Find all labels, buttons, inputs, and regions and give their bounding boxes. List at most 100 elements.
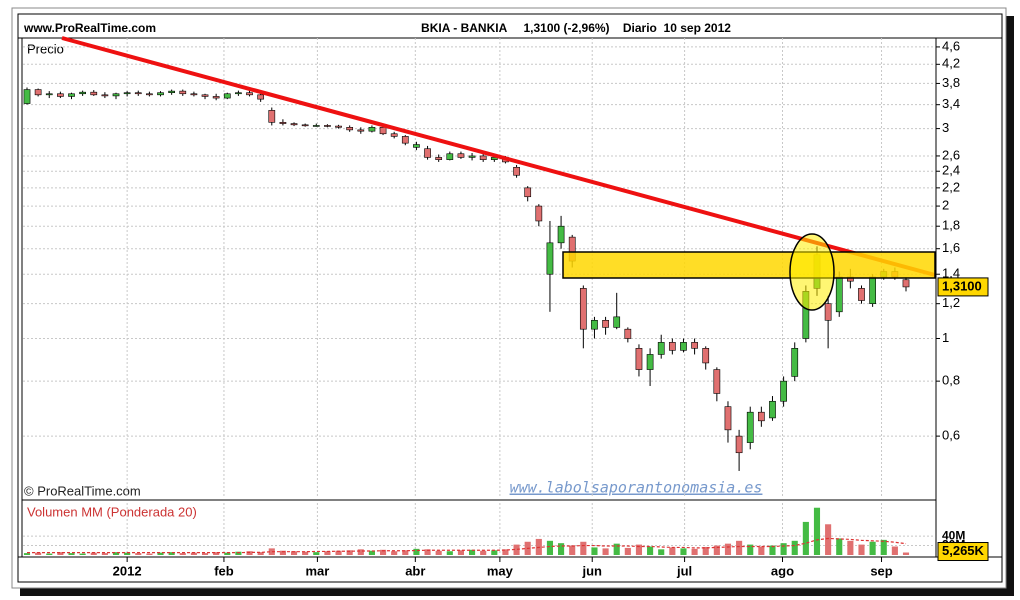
volume-bar	[257, 552, 264, 555]
candle-body	[357, 129, 365, 132]
volume-bar	[880, 539, 887, 555]
volume-bar	[235, 551, 242, 555]
candle-body	[769, 400, 776, 419]
volume-bar	[780, 543, 787, 555]
candle-body	[724, 406, 732, 431]
candle-body	[613, 316, 621, 328]
candle-body	[235, 92, 242, 95]
candle-body	[301, 124, 309, 127]
y-tick-label: 1,4	[942, 266, 960, 281]
volume-bar	[569, 545, 576, 555]
volume-bar	[146, 553, 153, 555]
highlight-ellipse	[789, 233, 835, 311]
volume-bar	[23, 553, 31, 555]
copyright: © ProRealTime.com	[24, 483, 141, 498]
candle-body	[646, 354, 654, 370]
candle-body	[101, 94, 109, 97]
candle-body	[112, 93, 120, 97]
candle-body	[279, 122, 287, 124]
candle-body	[579, 288, 587, 330]
y-tick-label: 2,6	[942, 147, 960, 162]
volume-bar	[446, 551, 453, 555]
y-tick-label: 2,4	[942, 163, 960, 178]
volume-bar	[635, 544, 643, 555]
candle-body	[68, 93, 75, 97]
candle-body	[835, 276, 843, 313]
candle-body	[179, 90, 187, 95]
volume-bar	[112, 552, 120, 555]
volume-bar	[190, 552, 197, 555]
x-tick-label: mar	[305, 563, 329, 578]
candle-body	[702, 348, 710, 364]
candle-body	[268, 110, 276, 123]
x-tick-label: abr	[405, 563, 425, 578]
volume-bar	[680, 548, 687, 555]
y-tick-label: 1,8	[942, 218, 960, 233]
x-tick-label: 2012	[113, 563, 142, 578]
volume-bar	[758, 546, 765, 555]
volume-bar	[902, 552, 910, 555]
volume-bar	[791, 540, 798, 555]
volume-bar	[246, 551, 253, 555]
candle-body	[23, 89, 31, 104]
volume-bar	[624, 547, 631, 555]
candle-body	[735, 435, 743, 454]
volume-bar	[79, 553, 86, 555]
y-tick-label: 4,2	[942, 56, 960, 71]
candle-body	[346, 127, 354, 131]
watermark: www.labolsaporantonomasia.es	[510, 479, 763, 497]
y-tick-label: 2,2	[942, 179, 960, 194]
candle-body	[435, 157, 443, 160]
trend-line	[61, 36, 936, 277]
volume-bar	[302, 551, 309, 555]
candle-body	[424, 148, 431, 158]
volume-bar	[602, 548, 609, 555]
candle-body	[657, 342, 665, 355]
x-tick-label: ago	[771, 563, 794, 578]
candle-body	[691, 342, 698, 349]
candle-body	[858, 288, 865, 301]
candle-body	[757, 411, 765, 422]
volume-bar	[891, 546, 898, 555]
x-tick-label: feb	[214, 563, 234, 578]
volume-bar	[591, 547, 598, 555]
volume-bar	[613, 543, 620, 555]
volume-bar	[124, 552, 131, 555]
volume-tick-label: 40M	[942, 528, 965, 542]
candle-body	[680, 342, 687, 351]
last-volume-label: 5,265K	[942, 543, 985, 558]
candle-body	[312, 125, 320, 127]
candle-body	[201, 94, 209, 97]
x-tick-label: jul	[676, 563, 692, 578]
candle-body	[379, 127, 387, 135]
y-tick-label: 1	[942, 330, 949, 345]
last-volume-box	[937, 542, 989, 562]
candle-body	[90, 91, 98, 96]
volume-bar	[691, 548, 698, 555]
volume-bar	[802, 521, 809, 555]
candle-body	[257, 94, 265, 100]
volume-bar	[57, 552, 64, 555]
volume-bar	[335, 550, 342, 555]
candle-body	[602, 320, 609, 328]
candle-body	[780, 380, 787, 402]
volume-bar	[502, 549, 509, 555]
candle-body	[57, 93, 64, 97]
candle-body	[79, 91, 86, 95]
y-tick-label: 0,8	[942, 373, 960, 388]
x-tick-label: jun	[581, 563, 602, 578]
volume-bar	[736, 540, 743, 555]
y-tick-label: 3	[942, 120, 949, 135]
volume-bar	[480, 550, 487, 555]
volume-bar	[858, 544, 865, 555]
volume-bar	[391, 551, 398, 555]
volume-bar	[469, 549, 476, 555]
volume-bar	[346, 550, 353, 555]
volume-bar	[68, 553, 75, 555]
volume-ma-line	[27, 537, 907, 554]
volume-bar	[702, 546, 709, 555]
candle-body	[869, 276, 876, 304]
candle-body	[824, 303, 832, 321]
candle-body	[157, 92, 164, 96]
